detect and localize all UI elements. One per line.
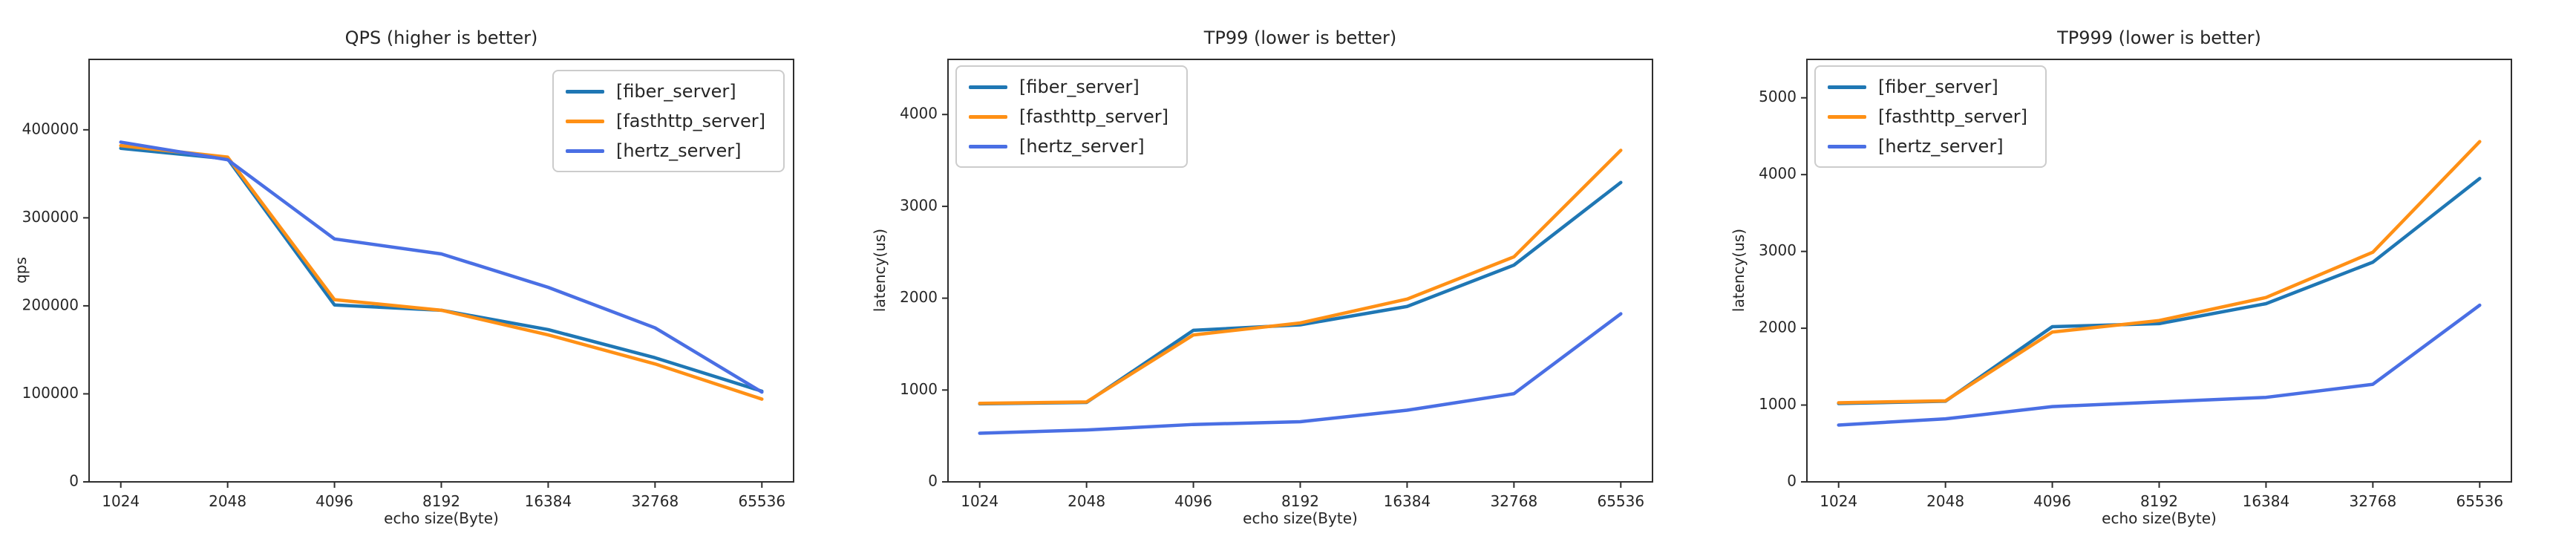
chart-title-qps: QPS (higher is better) [344,27,538,48]
y-tick-label: 2000 [1759,319,1797,336]
y-tick-label: 1000 [1759,395,1797,413]
legend-label: [fiber_server] [615,81,736,102]
series-line-hertz_server [978,312,1623,435]
chart-title-tp99: TP99 (lower is better) [1203,27,1397,48]
series-line-hertz_server [119,140,764,394]
y-tick-label: 4000 [1759,165,1797,183]
legend-item: [fiber_server] [969,76,1168,98]
plot-area-tp99: 0 1000 2000 3000 4000 1024 2048 4096 8192 16384 32… [900,59,1653,510]
y-tick-label: 0 [69,472,79,490]
x-axis-label-tp999: echo size(Byte) [2102,509,2217,527]
legend-label: [hertz_server] [1019,136,1145,157]
legend-item: [fasthttp_server] [565,110,765,132]
series-line-hertz_server [1837,303,2482,427]
y-tick-label: 0 [928,472,938,490]
legend-label: [fasthttp_server] [1878,106,2028,127]
legend-item: [hertz_server] [969,135,1168,157]
x-tick-label: 32768 [2350,492,2397,510]
legend-item: [fasthttp_server] [969,105,1168,128]
x-tick-label: 65536 [2456,492,2503,510]
series-line-fiber_server [119,146,764,394]
legend-line-swatch [969,144,1007,148]
y-tick-label: 5000 [1759,88,1797,105]
chart-title-tp999: TP999 (lower is better) [2057,27,2261,48]
series-line-fasthttp_server [978,148,1623,405]
series-line-fiber_server [978,180,1623,406]
x-tick-label: 8192 [422,492,460,510]
legend-label: [fiber_server] [1019,76,1140,97]
y-tick-label: 1000 [900,380,938,398]
legend-line-swatch [565,148,604,153]
x-tick-label: 1024 [961,492,998,510]
legend-line-swatch [1828,85,1866,89]
x-tick-label: 8192 [2140,492,2178,510]
y-tick-label: 3000 [1759,241,1797,259]
legend-line-swatch [969,114,1007,119]
legend-line-swatch [1828,144,1866,148]
y-tick-label: 100000 [22,384,79,402]
y-tick-label: 0 [1787,472,1797,490]
x-axis-label-qps: echo size(Byte) [384,509,499,527]
legend-item: [hertz_server] [565,140,765,162]
x-tick-label: 2048 [1068,492,1105,510]
chart-tp999: TP999 (lower is better) latency(us) 0 100… [1718,0,2576,542]
x-tick-label: 32768 [1491,492,1538,510]
y-tick-label: 300000 [22,208,79,226]
legend-item: [fasthttp_server] [1828,105,2027,128]
x-tick-label: 2048 [209,492,246,510]
legend-tp99: [fiber_server] [fasthttp_server] [hertz_se… [955,65,1189,168]
plot-area-qps: 0 100000 200000 300000 400000 1024 2048 4096 819… [22,59,794,510]
legend-qps: [fiber_server] [fasthttp_server] [hertz_se… [552,70,785,172]
y-tick-label: 3000 [900,196,938,214]
x-tick-label: 32768 [632,492,679,510]
legend-item: [fiber_server] [1828,76,2027,98]
x-tick-label: 16384 [2243,492,2290,510]
legend-label: [fasthttp_server] [1019,106,1169,127]
legend-label: [fiber_server] [1878,76,1998,97]
legend-line-swatch [1828,114,1866,119]
legend-line-swatch [565,89,604,94]
chart-tp99: TP99 (lower is better) latency(us) 0 1000… [859,0,1718,542]
x-tick-label: 16384 [525,492,572,510]
legend-label: [hertz_server] [1878,136,2004,157]
legend-label: [fasthttp_server] [615,111,765,131]
legend-item: [hertz_server] [1828,135,2027,157]
x-tick-label: 4096 [2033,492,2071,510]
x-tick-label: 8192 [1281,492,1319,510]
x-tick-label: 2048 [1926,492,1964,510]
y-tick-label: 4000 [900,105,938,123]
y-tick-label: 200000 [22,296,79,313]
chart-qps: QPS (higher is better) qps 0 100000 200000… [0,0,859,542]
x-tick-label: 65536 [1597,492,1644,510]
legend-item: [fiber_server] [565,80,765,102]
y-tick-label: 2000 [900,288,938,306]
y-tick-label: 400000 [22,120,79,137]
x-tick-label: 1024 [102,492,140,510]
series-line-fiber_server [1837,177,2482,405]
legend-line-swatch [969,85,1007,89]
series-line-fasthttp_server [119,143,764,401]
x-tick-label: 65536 [738,492,785,510]
x-tick-label: 1024 [1820,492,1857,510]
series-line-fasthttp_server [1837,140,2482,405]
legend-line-swatch [565,119,604,123]
legend-tp999: [fiber_server] [fasthttp_server] [hertz_se… [1814,65,2047,168]
x-axis-label-tp99: echo size(Byte) [1243,509,1358,527]
x-tick-label: 4096 [1174,492,1212,510]
legend-label: [hertz_server] [615,140,742,161]
x-tick-label: 16384 [1384,492,1431,510]
x-tick-label: 4096 [316,492,353,510]
plot-area-tp999: 0 1000 2000 3000 4000 5000 1024 2048 4096 8192 163… [1759,59,2512,510]
